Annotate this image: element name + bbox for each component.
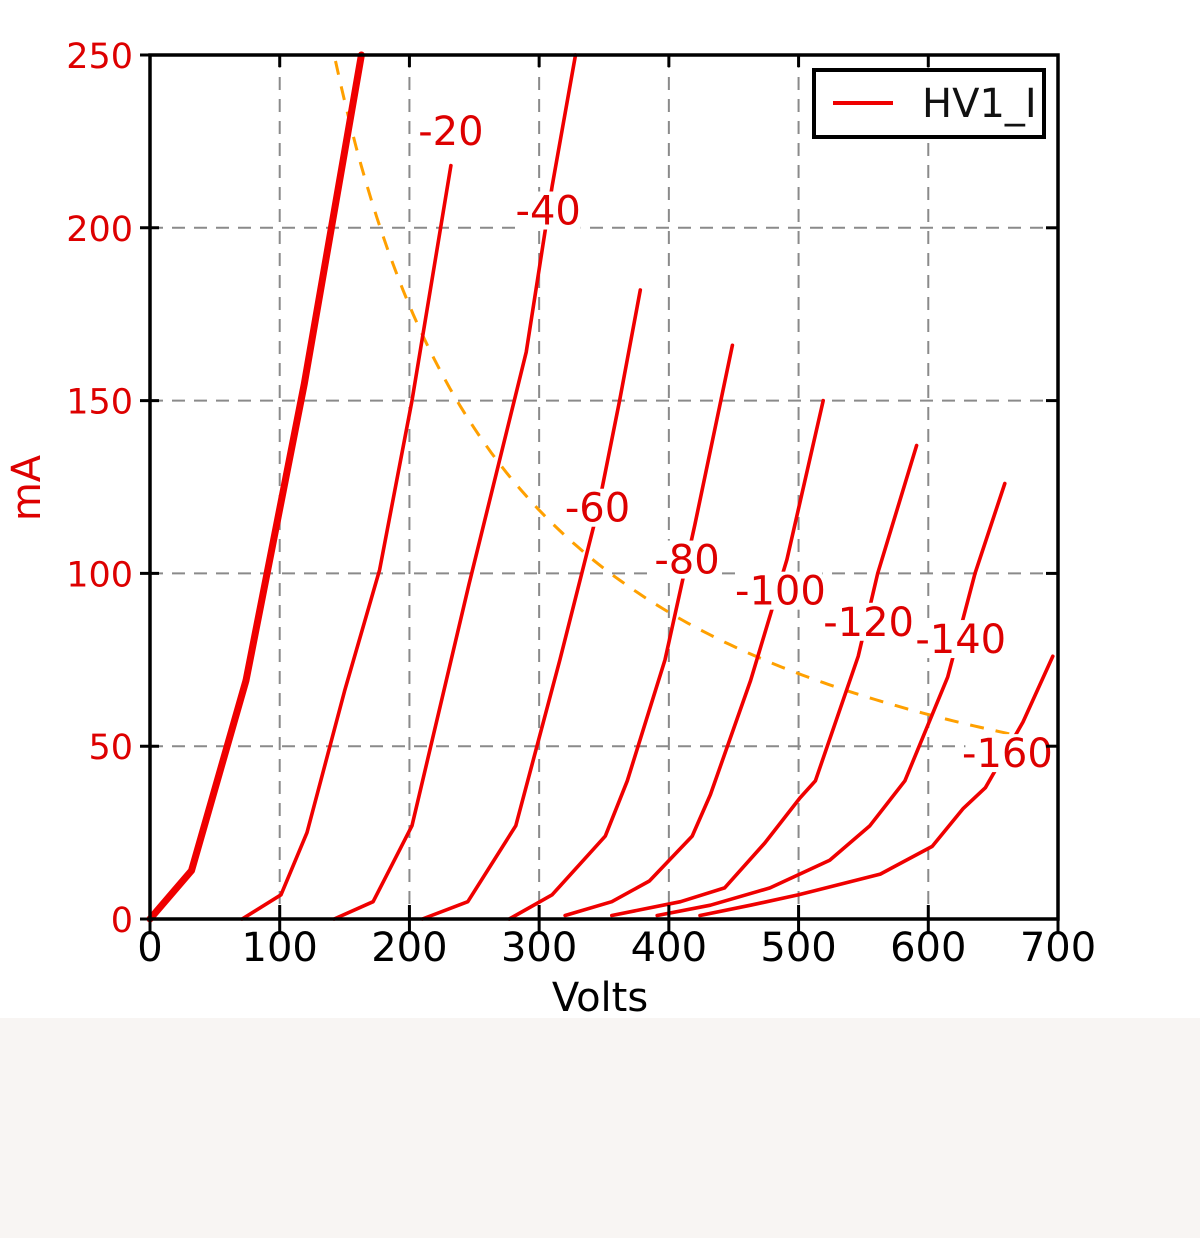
y-tick-100: 100 xyxy=(66,555,133,595)
x-tick-300: 300 xyxy=(501,925,577,971)
curve-label--60: -60 xyxy=(565,486,630,532)
y-axis-title: mA xyxy=(4,454,50,521)
curve-label--80: -80 xyxy=(654,538,719,584)
curve-grid--80V xyxy=(507,343,735,921)
axis-titles: Volts mA xyxy=(4,454,648,1020)
curve-grid-0V xyxy=(146,51,365,923)
y-tick-250: 250 xyxy=(66,37,133,77)
curve-bias-labels: -20 -40 -60 -80 -100-120 -140 -160 xyxy=(418,109,1053,777)
max-dissipation-curve xyxy=(334,60,1016,737)
curve-grid--60V xyxy=(420,288,643,921)
x-tick-labels: 0 100 200 300 400 500 600 700 xyxy=(137,925,1096,971)
results-panel: current:54.91 mA, reference:60.00 mA, pe… xyxy=(0,1018,1200,1238)
x-tick-400: 400 xyxy=(631,925,707,971)
y-tick-150: 150 xyxy=(66,383,133,423)
x-tick-500: 500 xyxy=(760,925,836,971)
curve-label--100: -100 xyxy=(735,569,826,615)
curve-grid--160V xyxy=(698,654,1055,918)
legend: HV1_I xyxy=(812,68,1046,139)
curve-label--140: -140 xyxy=(915,617,1006,663)
curve-grid--20V xyxy=(240,163,453,921)
curve-grid--120V xyxy=(609,443,919,918)
x-axis-title: Volts xyxy=(552,975,648,1020)
y-tick-200: 200 xyxy=(66,210,133,250)
x-tick-200: 200 xyxy=(371,925,447,971)
x-tick-100: 100 xyxy=(242,925,318,971)
curve-label--20: -20 xyxy=(418,109,483,155)
x-tick-600: 600 xyxy=(890,925,966,971)
curve-grid--40V xyxy=(332,53,578,921)
y-tick-50: 50 xyxy=(88,728,133,768)
x-tick-0: 0 xyxy=(137,925,162,971)
y-tick-labels: 0 50 100 150 200 250 xyxy=(66,37,133,941)
plot-border-and-ticks xyxy=(140,53,1060,933)
curve-label--40: -40 xyxy=(516,189,581,235)
legend-label: HV1_I xyxy=(922,81,1037,127)
curve-label--160: -160 xyxy=(962,731,1053,777)
x-tick-700: 700 xyxy=(1020,925,1096,971)
curve-grid--140V xyxy=(655,481,1007,918)
curve-label--120: -120 xyxy=(823,600,914,646)
plate-curves-chart: -20 -40 -60 -80 -100-120 -140 -160 0 100 200 300 40… xyxy=(4,37,1096,1020)
y-tick-0: 0 xyxy=(111,901,133,941)
